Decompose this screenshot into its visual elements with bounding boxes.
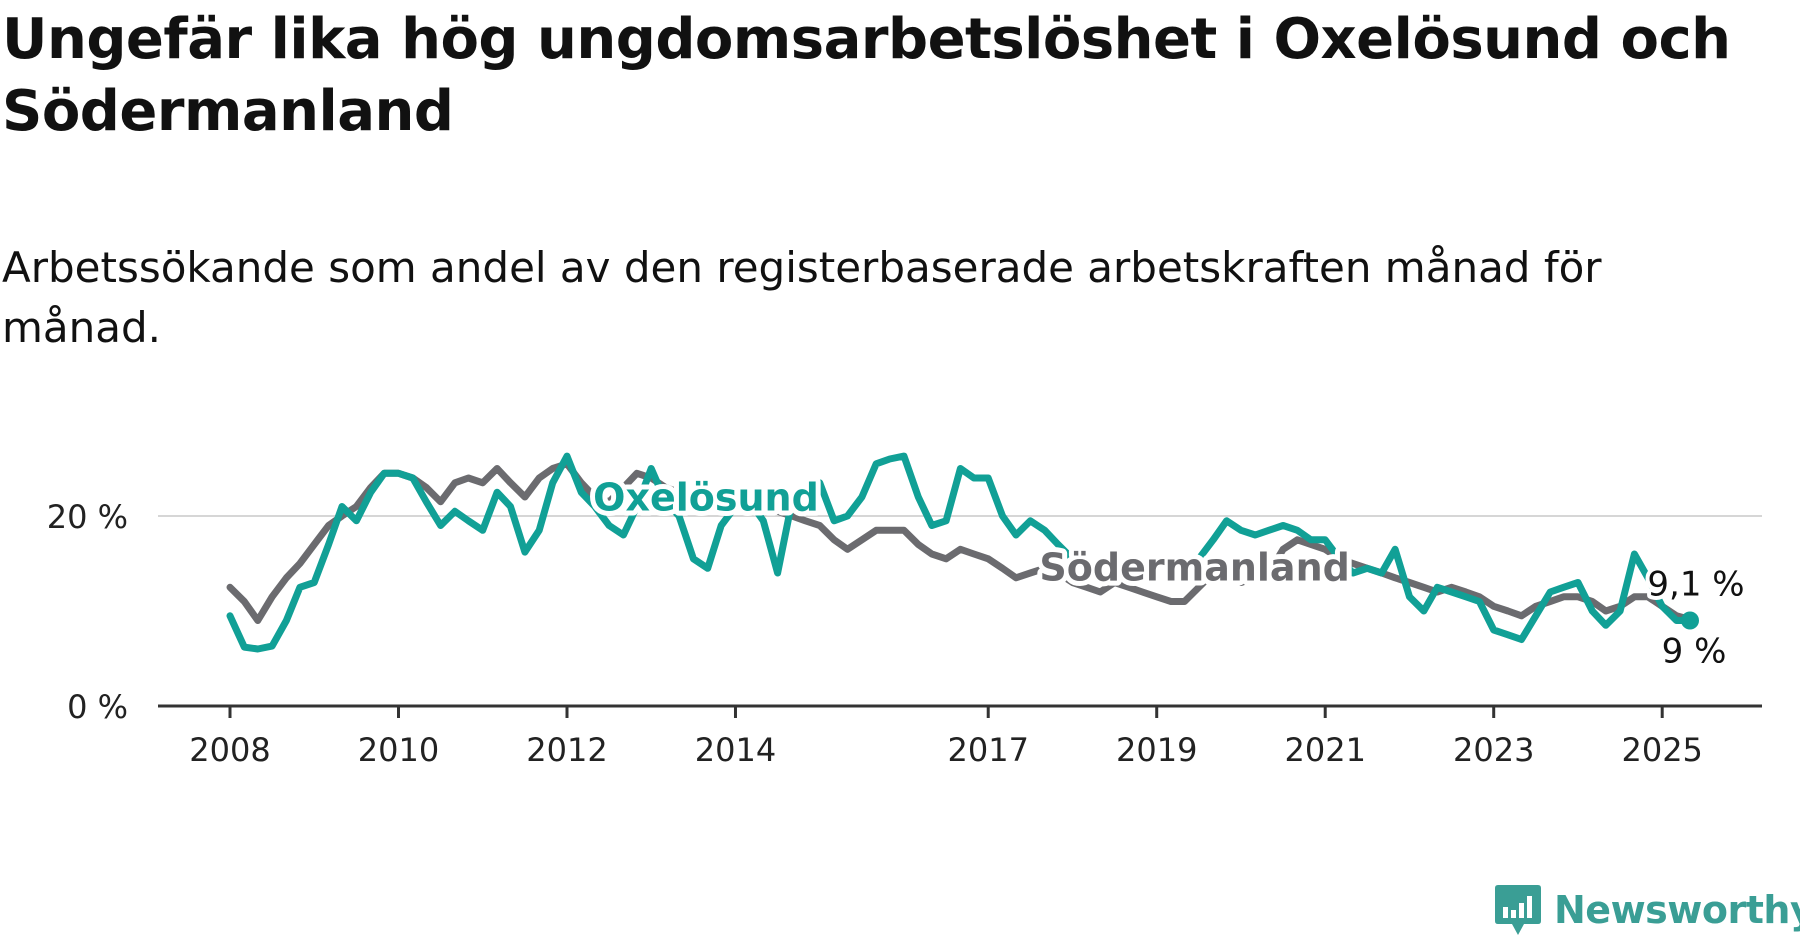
newsworthy-logo-icon [1495, 885, 1541, 935]
end-point-oxelosund [1681, 611, 1699, 630]
end-label-sodermanland: 9,1 % [1647, 565, 1744, 605]
series-label-sodermanland: Södermanland [1039, 546, 1349, 590]
line-chart: 0 % 20 % 2008 2010 2012 2014 2017 2019 2021 2023 2… [47, 452, 1762, 769]
x-tick-label: 2008 [189, 731, 270, 769]
series-line-oxelosund [226, 452, 1694, 653]
series-layer [226, 452, 1694, 653]
x-tick-label: 2025 [1621, 731, 1702, 769]
x-tick-label: 2010 [358, 731, 439, 769]
x-tick-label: 2019 [1116, 731, 1197, 769]
x-tick-label: 2021 [1284, 731, 1365, 769]
y-tick-label: 20 % [47, 498, 128, 536]
chart-title: Ungefär lika hög ungdomsarbetslöshet i O… [2, 7, 1731, 144]
newsworthy-logo-text: Newsworthy [1554, 888, 1800, 932]
series-label-oxelosund: Oxelösund [593, 475, 819, 519]
x-tick-label: 2014 [695, 731, 776, 769]
x-tick-label: 2017 [948, 731, 1029, 769]
x-tick-label: 2012 [526, 731, 607, 769]
y-tick-label: 0 % [67, 688, 128, 726]
x-tick-label: 2023 [1453, 731, 1534, 769]
end-label-oxelosund: 9 % [1662, 632, 1727, 672]
label-layer: Oxelösund Södermanland 9,1 % 9 % [588, 470, 1748, 675]
newsworthy-logo[interactable]: Newsworthy [1494, 880, 1800, 940]
chart-subtitle: Arbetssökande som andel av den registerb… [2, 243, 1602, 352]
axis-layer: 0 % 20 % 2008 2010 2012 2014 2017 2019 2021 2023 2… [47, 498, 1762, 769]
